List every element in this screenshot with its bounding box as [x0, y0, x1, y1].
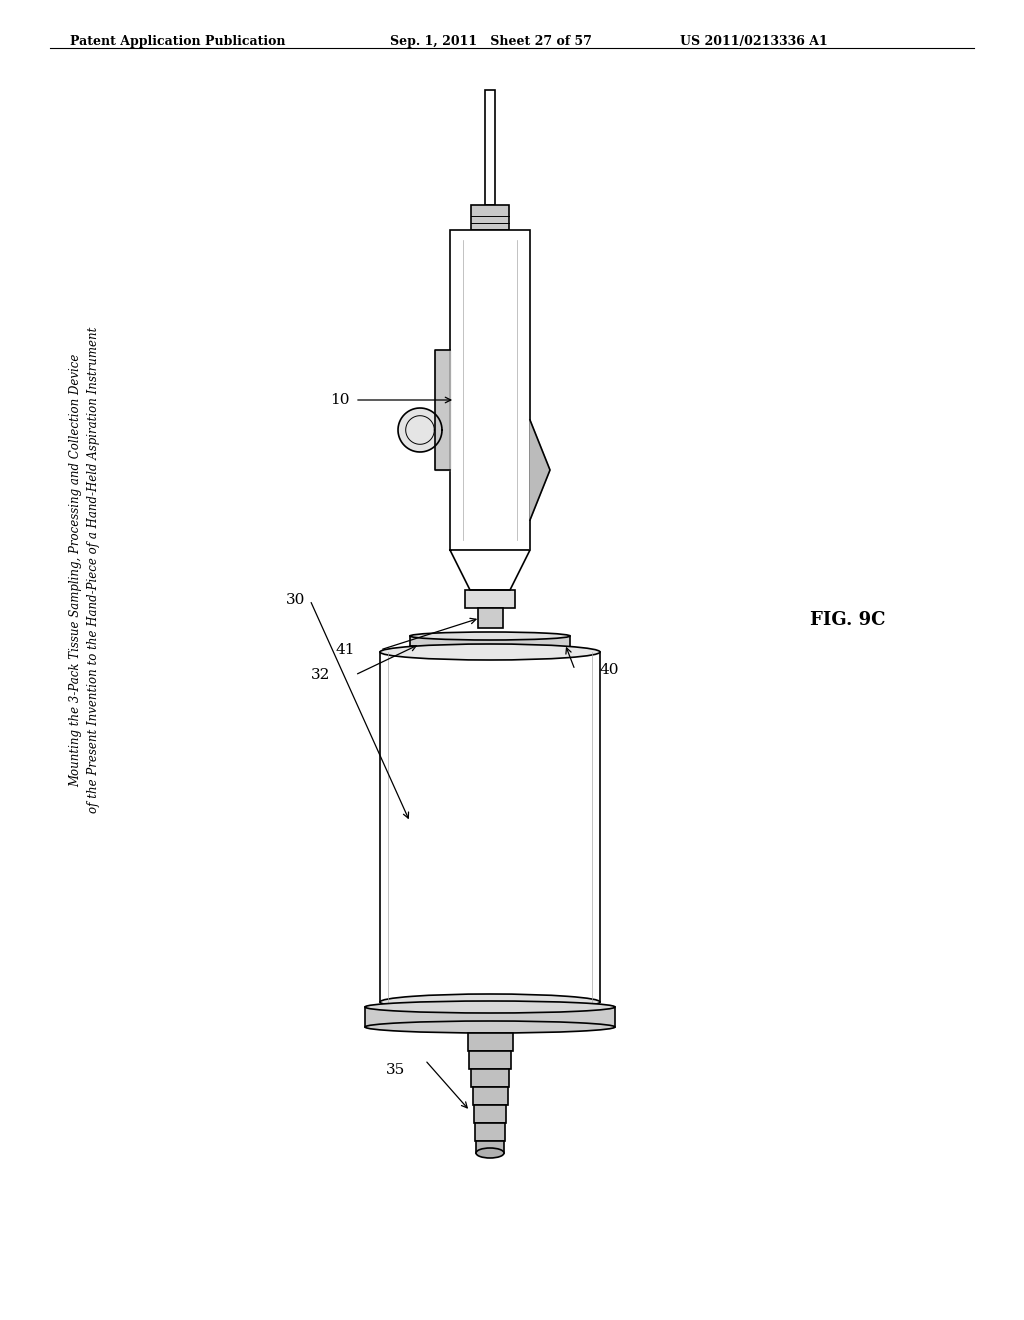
Bar: [485, 90, 495, 205]
Text: Mounting the 3-Pack Tissue Sampling, Processing and Collection Device
of the Pre: Mounting the 3-Pack Tissue Sampling, Pro…: [70, 327, 100, 813]
Text: Sep. 1, 2011   Sheet 27 of 57: Sep. 1, 2011 Sheet 27 of 57: [390, 36, 592, 48]
Ellipse shape: [410, 632, 570, 640]
Ellipse shape: [380, 994, 600, 1010]
Bar: [476, 1140, 504, 1152]
Text: FIG. 9C: FIG. 9C: [810, 611, 886, 630]
Text: 10: 10: [331, 393, 350, 407]
Text: 40: 40: [600, 663, 620, 677]
Bar: [365, 1007, 615, 1027]
Ellipse shape: [365, 1020, 615, 1034]
Text: 30: 30: [286, 593, 305, 607]
Polygon shape: [450, 550, 530, 590]
Bar: [465, 590, 515, 609]
Bar: [468, 1034, 512, 1051]
Text: 32: 32: [310, 668, 330, 682]
Text: 41: 41: [336, 643, 355, 657]
Text: US 2011/0213336 A1: US 2011/0213336 A1: [680, 36, 827, 48]
Polygon shape: [435, 350, 450, 470]
Ellipse shape: [365, 1001, 615, 1012]
Text: 35: 35: [386, 1063, 406, 1077]
Bar: [474, 1105, 506, 1123]
Ellipse shape: [476, 1148, 504, 1158]
Polygon shape: [398, 408, 442, 451]
Bar: [472, 1086, 508, 1105]
Bar: [471, 205, 509, 230]
Bar: [380, 652, 600, 1002]
Bar: [475, 1123, 505, 1140]
Ellipse shape: [380, 644, 600, 660]
Bar: [471, 1069, 509, 1086]
Text: Patent Application Publication: Patent Application Publication: [70, 36, 286, 48]
Bar: [450, 230, 530, 550]
Polygon shape: [530, 420, 550, 520]
Bar: [477, 609, 503, 628]
Bar: [410, 636, 570, 652]
Bar: [469, 1051, 511, 1069]
